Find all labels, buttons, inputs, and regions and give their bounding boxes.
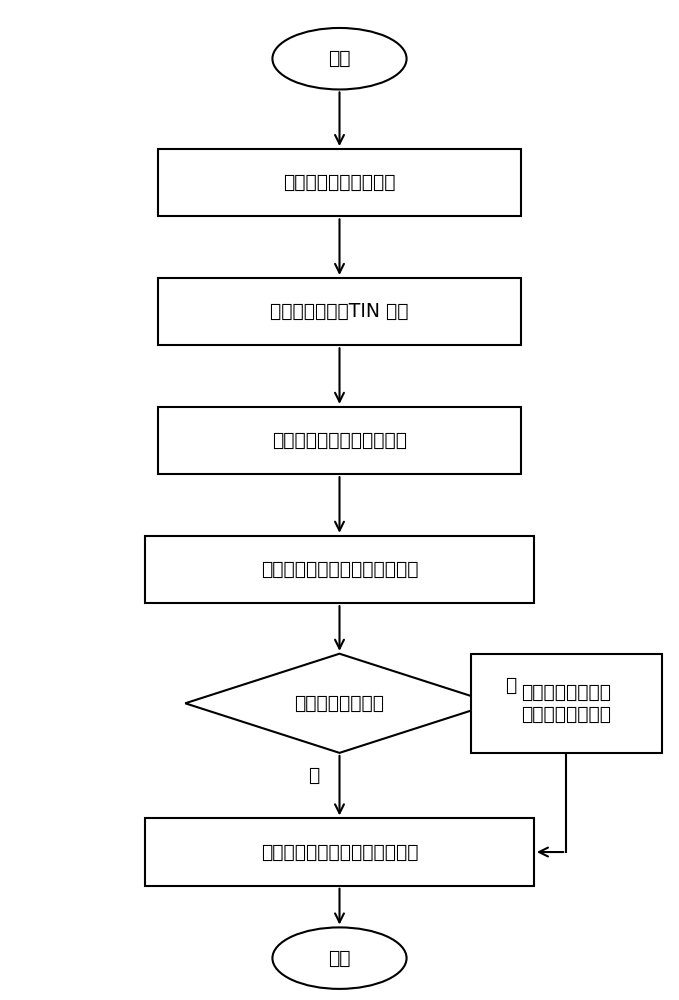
FancyBboxPatch shape: [158, 278, 521, 345]
Text: 构建矿区灾害治理
规划实景三维模型: 构建矿区灾害治理 规划实景三维模型: [521, 683, 611, 724]
Text: 地质灾害隐患判断: 地质灾害隐患判断: [295, 694, 384, 713]
Text: 构建矿区开采规划实景三维模型: 构建矿区开采规划实景三维模型: [261, 560, 418, 579]
FancyBboxPatch shape: [145, 818, 534, 886]
Text: 开始: 开始: [328, 49, 351, 68]
Text: 获取目标区域地理数据: 获取目标区域地理数据: [283, 173, 396, 192]
Text: 无: 无: [308, 766, 320, 785]
Polygon shape: [185, 654, 494, 753]
FancyBboxPatch shape: [158, 407, 521, 474]
Ellipse shape: [272, 28, 407, 89]
Text: 开始: 开始: [328, 949, 351, 968]
FancyBboxPatch shape: [145, 536, 534, 603]
Ellipse shape: [272, 927, 407, 989]
Text: 构建点云模型及TIN 模型: 构建点云模型及TIN 模型: [270, 302, 409, 321]
Text: 构建原始地貌实景三维模型: 构建原始地貌实景三维模型: [272, 431, 407, 450]
FancyBboxPatch shape: [471, 654, 662, 753]
Text: 构建生态修复规划实景三维模型: 构建生态修复规划实景三维模型: [261, 843, 418, 862]
FancyBboxPatch shape: [158, 149, 521, 216]
Text: 有: 有: [505, 676, 516, 695]
